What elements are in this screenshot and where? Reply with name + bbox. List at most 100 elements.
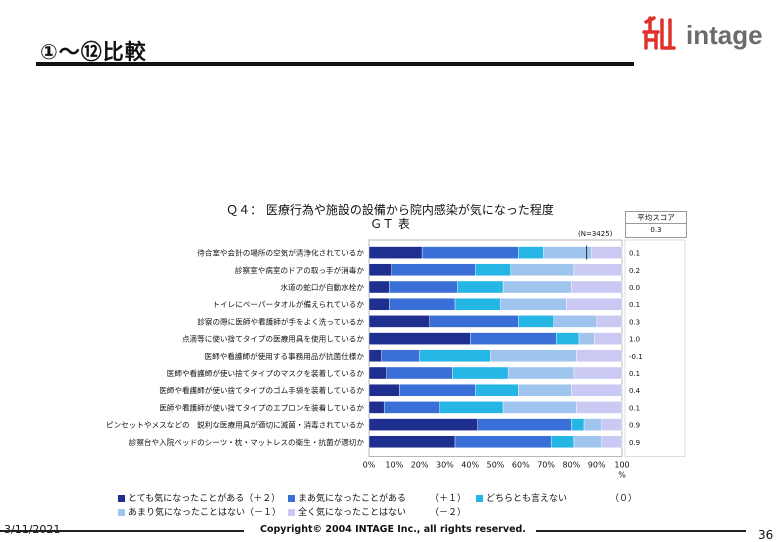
sample-size-label: (N=3425)	[578, 230, 613, 238]
x-tick-label: 30%	[436, 460, 454, 469]
x-tick-label: 90%	[588, 460, 606, 469]
category-label: 医師や看護師が使い捨てタイプのエプロンを装着しているか	[159, 402, 364, 412]
bar-segment	[583, 418, 602, 431]
bar-segment	[368, 366, 387, 380]
legend-item: まあ気になったことがある	[288, 491, 406, 504]
score-column	[624, 239, 686, 457]
bar-segment	[368, 280, 390, 294]
category-label: 待合室や会計の場所の空気が清浄化されているか	[197, 248, 364, 258]
bar-segment	[556, 332, 580, 345]
title-underline	[36, 62, 634, 66]
bar-segment	[502, 280, 572, 294]
bar-segment	[490, 349, 577, 362]
score-value: 0.1	[629, 370, 640, 378]
bar-segment	[553, 315, 597, 328]
bar-segment	[368, 298, 390, 311]
copyright-text: Copyright© 2004 INTAGE Inc., all rights …	[260, 524, 526, 535]
bar-segment	[399, 384, 476, 397]
bar-segment	[368, 349, 382, 362]
bar-segment	[368, 401, 385, 414]
bar-segment	[368, 384, 400, 397]
legend-swatch	[288, 509, 295, 516]
legend-label: まあ気になったことがある	[298, 494, 407, 504]
category-label: 水道の蛇口が自動水栓か	[280, 282, 364, 292]
bar-segment	[386, 366, 453, 380]
bar-segment	[573, 263, 623, 276]
x-tick-label: 10%	[385, 460, 403, 469]
category-label: 医師や看護師が使い捨てタイプのゴム手袋を装着しているか	[159, 385, 364, 395]
bar-segment	[507, 366, 575, 380]
bar-segment	[477, 418, 572, 431]
bar-segment	[573, 435, 602, 448]
category-label: 点滴等に使い捨てタイプの医療用具を使用しているか	[182, 334, 364, 344]
legend-value: （－２）	[430, 508, 467, 518]
logo-wordmark: intage	[686, 20, 763, 50]
score-value: 0.9	[629, 439, 640, 447]
bar-segment	[429, 315, 519, 328]
bar-segment	[457, 280, 504, 294]
bar-segment	[470, 332, 557, 345]
bar-segment	[389, 298, 456, 311]
bar-segment	[368, 246, 423, 259]
bar-segment	[368, 332, 471, 345]
bar-segment	[421, 246, 519, 259]
bar-segment	[550, 435, 575, 448]
score-table-total: 0.3	[625, 223, 687, 238]
x-tick-label: 0%	[363, 460, 376, 469]
footer-rule-left	[0, 530, 244, 532]
category-label: トイレにペーパータオルが備えられているか	[212, 299, 364, 309]
bar-segment	[543, 246, 592, 259]
bar-segment	[454, 435, 552, 448]
intage-logo: intage	[640, 12, 770, 58]
score-value: 0.9	[629, 422, 640, 430]
bar-segment	[518, 384, 572, 397]
logo-mark-icon	[642, 16, 676, 50]
category-label: 医師や看護師が使用する事務用品が抗菌仕様か	[205, 351, 365, 361]
x-tick-label: 40%	[461, 460, 479, 469]
bar-segment	[591, 246, 623, 259]
legend-swatch	[476, 495, 483, 502]
x-tick-label: 70%	[537, 460, 555, 469]
bar-segment	[566, 298, 623, 311]
bar-segment	[368, 315, 430, 328]
x-tick-label: 20%	[411, 460, 429, 469]
score-value: 0.1	[629, 404, 640, 412]
bar-segment	[576, 349, 623, 362]
score-table-header: 平均スコア	[625, 211, 687, 224]
score-value: 0.1	[629, 301, 640, 309]
bar-segment	[383, 401, 441, 414]
x-tick-label: 60%	[512, 460, 530, 469]
bar-segment	[475, 263, 511, 276]
bar-segment	[475, 384, 519, 397]
legend-swatch	[118, 495, 125, 502]
legend-item: どちらとも言えない	[476, 491, 567, 504]
bar-segment	[368, 435, 456, 448]
bar-segment	[601, 418, 623, 431]
legend-item: 全く気になったことはない	[288, 505, 406, 518]
score-value: 0.1	[629, 250, 640, 258]
page-number: 36	[758, 528, 774, 542]
bar-segment	[502, 401, 577, 414]
bar-segment	[454, 298, 501, 311]
legend-item: あまり気になったことはない（－１）	[118, 505, 281, 518]
bar-segment	[573, 366, 623, 380]
bar-segment	[452, 366, 509, 380]
x-tick-label: 50%	[487, 460, 505, 469]
category-label: 医師や看護師が使い捨てタイプのマスクを装着しているか	[167, 368, 365, 378]
bar-segment	[381, 349, 420, 362]
chart-subtitle: ＧＴ 表	[370, 217, 410, 231]
bar-segment	[368, 263, 392, 276]
x-tick-label: 100	[614, 460, 629, 469]
score-value: 0.4	[629, 387, 641, 395]
category-label: 診察室や病室のドアの取っ手が消毒か	[235, 265, 364, 275]
category-label: 診察の際に医師や看護師が手をよく洗っているか	[197, 316, 364, 326]
chart-title: Ｑ４： 医療行為や施設の設備から院内感染が気になった程度	[226, 203, 554, 217]
plot-area-frame	[368, 239, 623, 457]
bar-segment	[571, 280, 623, 294]
bar-segment	[510, 263, 575, 276]
bar-segment	[576, 401, 623, 414]
footer-rule-right	[536, 530, 746, 532]
score-value: 0.0	[629, 284, 640, 292]
legend-value: （＋１）	[430, 494, 467, 504]
